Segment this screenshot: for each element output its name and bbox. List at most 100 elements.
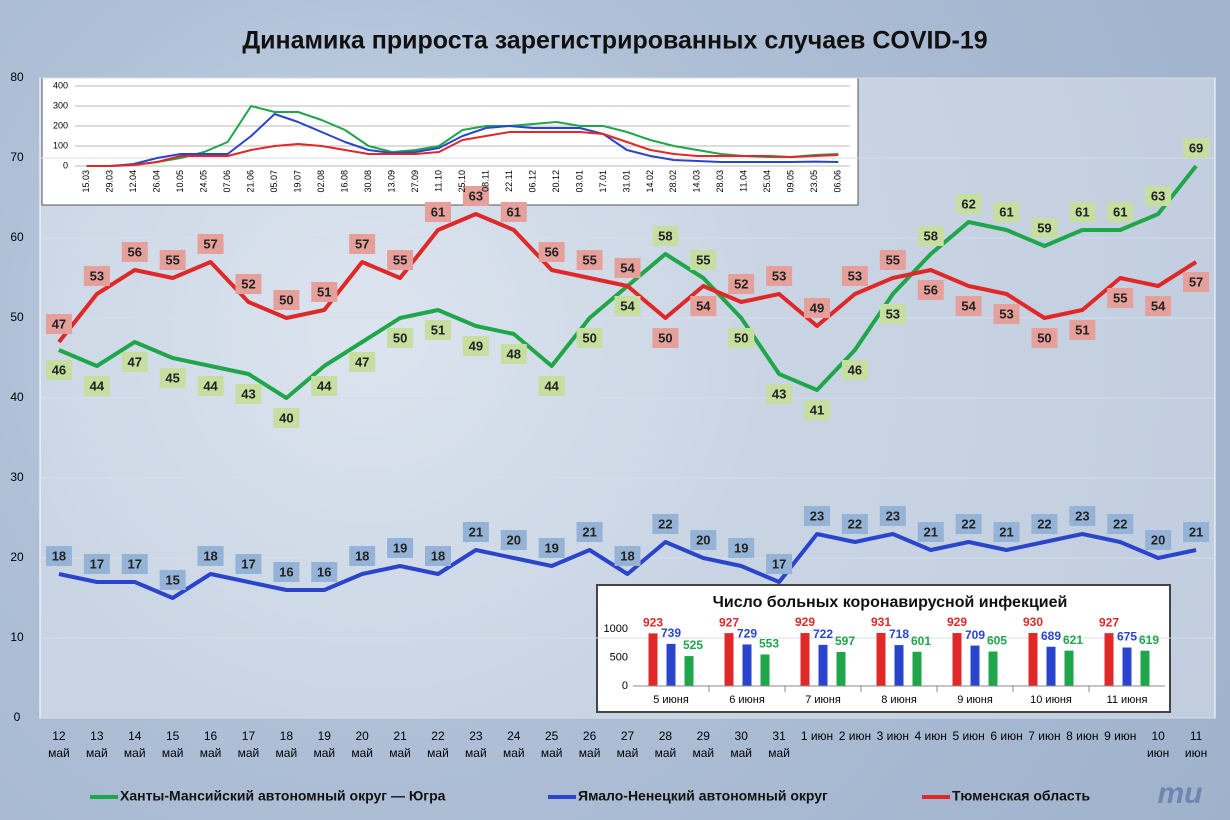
data-label: 927 (719, 615, 739, 629)
data-label-box (311, 562, 338, 582)
data-label-box (993, 522, 1020, 542)
data-label: 57 (355, 236, 369, 251)
data-label-box (576, 328, 603, 348)
data-label-box (614, 258, 641, 278)
data-label: 18 (620, 548, 634, 563)
data-label-box (45, 314, 72, 334)
y-tick-label: 1000 (604, 623, 628, 635)
x-tick-label: 14.03 (692, 170, 702, 193)
y-tick-label: 40 (10, 390, 24, 404)
x-tick-label: 6 июня (729, 694, 765, 706)
data-label-box (45, 360, 72, 380)
data-label: 17 (241, 556, 255, 571)
y-tick-label: 20 (10, 550, 24, 564)
data-label-box (841, 514, 868, 534)
data-label-box (728, 538, 755, 558)
data-label: 45 (165, 370, 179, 385)
bar (1104, 633, 1114, 686)
data-label: 19 (393, 540, 407, 555)
data-label: 54 (961, 298, 976, 313)
data-label: 57 (203, 236, 217, 251)
data-label: 929 (795, 615, 815, 629)
x-tick-label: 14 май (123, 729, 146, 760)
data-label-box (500, 530, 527, 550)
x-tick-label: 30.08 (363, 170, 373, 193)
data-label: 54 (620, 260, 635, 275)
data-label-box (349, 234, 376, 254)
data-label: 927 (1099, 615, 1119, 629)
data-label-box (235, 274, 262, 294)
data-label: 20 (696, 532, 710, 547)
legend-label: Ямало-Ненецкий автономный округ (578, 788, 828, 804)
x-tick-label: 11.10 (433, 170, 443, 192)
data-label: 621 (1063, 633, 1083, 647)
data-label: 17 (772, 556, 786, 571)
data-label: 50 (1037, 330, 1051, 345)
data-label: 689 (1041, 629, 1061, 643)
bar (1028, 632, 1038, 686)
data-label-box (538, 242, 565, 262)
x-tick-label: 10.05 (175, 170, 185, 193)
data-label-box (955, 194, 982, 214)
x-tick-label: 11.04 (739, 170, 749, 192)
x-tick-label: 10 июня (1030, 694, 1072, 706)
data-label-box (462, 336, 489, 356)
y-tick-label: 10 (10, 630, 24, 644)
data-label: 54 (696, 298, 711, 313)
data-label: 929 (947, 615, 967, 629)
data-label-box (766, 554, 793, 574)
x-tick-label: 31.01 (621, 170, 631, 193)
x-tick-label: 8 июн (1066, 729, 1099, 743)
data-label: 51 (317, 284, 331, 299)
x-tick-label: 1 июн (800, 729, 834, 743)
data-label-box (614, 296, 641, 316)
data-label-box (197, 234, 224, 254)
y-tick-label: 300 (53, 100, 68, 110)
data-label-box (614, 546, 641, 566)
data-label: 17 (90, 556, 104, 571)
x-tick-label: 11 июн (1184, 729, 1208, 760)
data-label-box (311, 376, 338, 396)
x-tick-label: 06.12 (527, 170, 537, 193)
x-tick-label: 28 май (654, 729, 677, 760)
data-label: 47 (52, 316, 66, 331)
data-label-box (804, 298, 831, 318)
x-tick-label: 02.08 (316, 170, 326, 193)
x-tick-label: 05.07 (269, 170, 279, 193)
data-label: 52 (734, 276, 748, 291)
data-label: 23 (1075, 508, 1089, 523)
bar (912, 651, 922, 686)
y-tick-label: 400 (53, 80, 68, 90)
x-tick-label: 3 июн (876, 729, 909, 743)
data-label: 722 (813, 627, 833, 641)
data-label-box (83, 376, 110, 396)
data-label-box (690, 530, 717, 550)
x-tick-label: 13.09 (386, 170, 396, 193)
x-tick-label: 11 июня (1107, 694, 1148, 706)
data-label: 55 (165, 252, 179, 267)
x-tick-label: 7 июн (1028, 729, 1061, 743)
data-label-box (235, 384, 262, 404)
x-tick-label: 26 май (578, 729, 601, 760)
bar (988, 651, 998, 686)
logo: mu (1158, 777, 1203, 810)
data-label: 15 (165, 572, 179, 587)
data-label: 21 (582, 524, 596, 539)
data-label: 56 (923, 282, 937, 297)
chart-title: Динамика прироста зарегистрированных слу… (242, 27, 987, 55)
x-tick-label: 19.07 (292, 170, 302, 193)
x-tick-label: 14.02 (645, 170, 655, 193)
data-label: 53 (999, 306, 1013, 321)
data-label: 44 (544, 378, 559, 393)
data-label: 18 (431, 548, 445, 563)
data-label: 55 (393, 252, 407, 267)
x-tick-label: 12 май (48, 729, 70, 760)
data-label-box (197, 546, 224, 566)
y-tick-label: 70 (10, 150, 24, 164)
data-label-box (1183, 138, 1210, 158)
bar (894, 645, 904, 686)
data-label: 51 (431, 322, 445, 337)
data-label: 739 (661, 626, 681, 640)
x-tick-label: 09.05 (786, 170, 796, 193)
